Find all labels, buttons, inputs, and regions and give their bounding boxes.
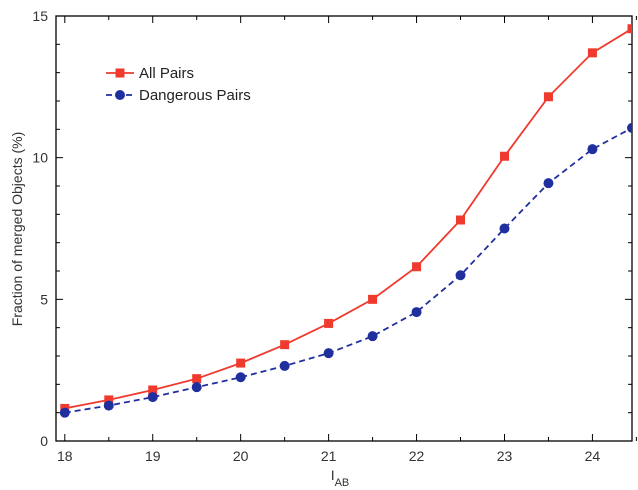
data-point-circle	[411, 307, 422, 318]
y-tick-label: 5	[40, 291, 48, 307]
series-all-pairs	[60, 24, 632, 413]
series-dangerous-pairs	[59, 122, 632, 418]
y-tick-label: 10	[32, 150, 48, 166]
data-point-square	[627, 24, 632, 34]
data-point-square	[499, 151, 509, 161]
data-point-circle	[455, 270, 466, 281]
x-tick-label: 23	[497, 448, 513, 464]
y-tick-label: 0	[40, 433, 48, 449]
x-axis-label: IAB	[331, 467, 350, 489]
x-tick-label: 24	[585, 448, 601, 464]
data-point-square	[412, 262, 422, 272]
data-point-circle	[235, 372, 246, 383]
legend-entry: Dangerous Pairs	[106, 87, 251, 104]
data-point-square	[543, 92, 553, 102]
data-point-square	[104, 395, 114, 405]
x-tick-label: 20	[233, 448, 249, 464]
x-axis-label-subscript: AB	[335, 477, 350, 489]
data-point-square	[324, 318, 334, 328]
data-point-square	[368, 294, 378, 304]
data-point-square	[192, 374, 202, 384]
data-point-circle	[147, 392, 158, 403]
data-point-square	[587, 48, 597, 58]
legend-label: All Pairs	[139, 65, 194, 82]
data-point-square	[280, 340, 290, 350]
y-tick-label: 15	[32, 8, 48, 24]
x-tick-label: 19	[145, 448, 161, 464]
legend-swatch-marker	[115, 68, 125, 78]
data-point-square	[456, 215, 466, 225]
legend-label: Dangerous Pairs	[139, 87, 251, 104]
data-point-circle	[587, 144, 598, 155]
plot-area-frame	[55, 15, 633, 442]
legend-entry: All Pairs	[106, 65, 194, 82]
legend-swatch-marker	[115, 90, 125, 100]
data-point-circle	[103, 400, 114, 411]
x-tick-label: 22	[409, 448, 425, 464]
data-point-circle	[499, 223, 510, 234]
series-line	[64, 27, 632, 410]
data-point-circle	[279, 360, 290, 371]
data-point-circle	[323, 348, 334, 359]
series-line	[64, 127, 632, 414]
y-axis-label: Fraction of merged Objects (%)	[9, 132, 25, 327]
data-point-circle	[59, 407, 70, 418]
x-tick-label: 18	[57, 448, 73, 464]
data-point-circle	[543, 178, 554, 189]
data-point-circle	[627, 122, 632, 133]
data-point-circle	[367, 331, 378, 342]
x-tick-label: 21	[321, 448, 337, 464]
data-point-square	[148, 385, 158, 395]
data-point-square	[236, 358, 246, 368]
data-point-circle	[191, 382, 202, 393]
